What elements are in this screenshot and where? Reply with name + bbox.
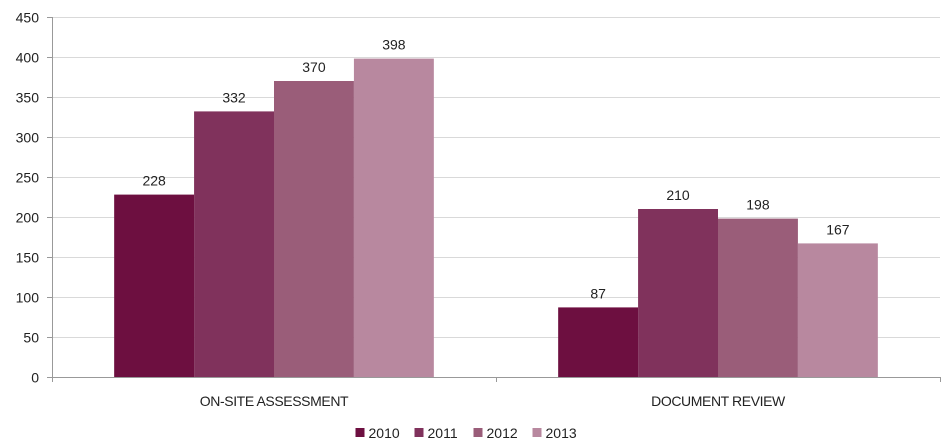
data-label: 332: [222, 89, 246, 105]
y-tick-label: 350: [16, 90, 40, 106]
bar: [718, 218, 798, 377]
legend-swatch: [355, 428, 365, 437]
data-label: 167: [826, 221, 850, 237]
data-labels: 228 332 370 398 87 210 198 167: [142, 37, 849, 302]
y-tick-label: 250: [16, 170, 40, 186]
x-axis: ON-SITE ASSESSMENT DOCUMENT REVIEW: [52, 377, 941, 409]
bar: [797, 243, 878, 377]
bars: [114, 58, 878, 378]
y-tick-label: 0: [31, 370, 39, 386]
data-label: 398: [382, 37, 406, 53]
data-label: 370: [302, 59, 326, 75]
legend-swatch: [414, 428, 424, 437]
y-tick-label: 450: [16, 10, 40, 26]
x-category-label: ON-SITE ASSESSMENT: [200, 393, 349, 409]
y-axis: 0 50 100 150 200 250 300 350 400 450: [16, 10, 53, 386]
bar: [194, 111, 274, 378]
x-category-label: DOCUMENT REVIEW: [651, 393, 786, 409]
y-tick-label: 400: [16, 50, 40, 66]
legend-label: 2012: [487, 425, 518, 441]
bar: [274, 81, 354, 377]
legend-label: 2011: [428, 425, 458, 441]
bar: [638, 209, 718, 377]
legend-label: 2013: [546, 425, 577, 441]
legend-swatch: [532, 428, 542, 437]
y-tick-label: 100: [16, 290, 40, 306]
data-label: 210: [666, 187, 690, 203]
legend-label: 2010: [369, 425, 400, 441]
y-tick-label: 200: [16, 210, 40, 226]
y-tick-label: 50: [23, 330, 39, 346]
bar: [114, 194, 195, 377]
data-label: 198: [746, 197, 770, 213]
data-label: 228: [142, 173, 166, 189]
y-tick-label: 150: [16, 250, 40, 266]
legend: 2010 2011 2012 2013: [355, 425, 577, 441]
bar: [558, 307, 639, 377]
data-label: 87: [590, 285, 606, 301]
legend-swatch: [473, 428, 483, 437]
y-tick-label: 300: [16, 130, 40, 146]
bar: [353, 58, 434, 377]
